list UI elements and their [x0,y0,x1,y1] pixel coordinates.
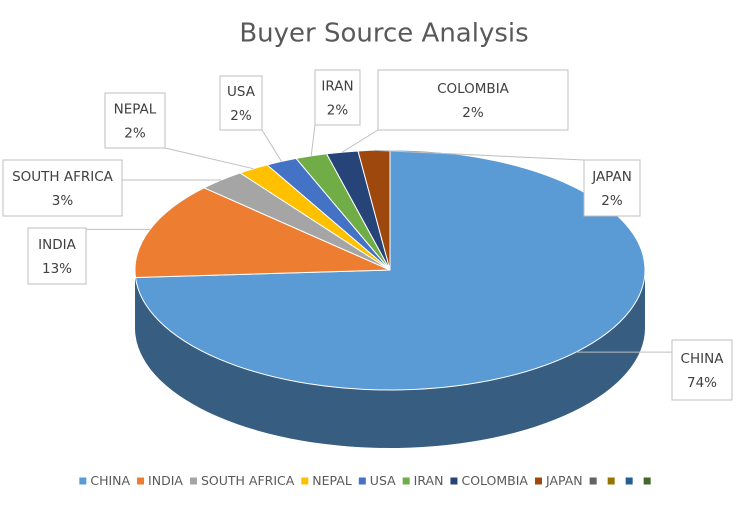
label-box [104,92,166,149]
data-label-value: 2% [462,105,484,121]
slice-side [135,270,136,336]
data-label-name: NEPAL [114,102,157,118]
legend-swatch [189,477,197,485]
legend-swatch [625,477,633,485]
chart-title: Buyer Source Analysis [239,19,528,49]
legend-swatch [402,477,410,485]
leader-line [373,149,585,161]
slice-sides [135,270,646,449]
slice-side [135,270,646,449]
legend-swatch [301,477,309,485]
label-box [219,75,263,131]
slice [357,149,391,271]
data-label-name: JAPAN [591,169,632,185]
data-label-name: COLOMBIA [437,81,510,97]
legend-swatch [534,477,542,485]
legend-label: IRAN [414,473,444,488]
data-label-value: 2% [327,103,349,119]
data-label-name: CHINA [681,351,725,367]
legend-label: SOUTH AFRICA [201,473,295,488]
legend-label: JAPAN [545,473,583,488]
leader-line [164,147,254,170]
data-label-value: 74% [687,375,717,391]
legend-label: CHINA [90,473,130,488]
legend-swatch [607,477,615,485]
label-box [671,339,733,401]
legend-swatch [589,477,597,485]
data-label-name: IRAN [321,79,353,95]
label-box [27,227,87,285]
leader-line [310,124,316,156]
label-box [377,69,569,131]
legend-swatch [358,477,366,485]
legend-swatch [137,477,145,485]
legend-swatch [643,477,651,485]
legend-label: NEPAL [312,473,352,488]
data-label-value: 13% [42,261,72,277]
legend-label: COLOMBIA [461,473,528,488]
label-box [583,159,641,217]
data-label-value: 2% [230,108,252,124]
legend-swatch [450,477,458,485]
leader-line [341,129,379,153]
legend: CHINA INDIA SOUTH AFRICA NEPAL USA IRAN COLOMB… [79,473,651,488]
legend-swatch [79,477,87,485]
data-label-name: SOUTH AFRICA [12,169,114,185]
legend-label: INDIA [148,473,183,488]
legend-label: USA [370,473,396,488]
data-label-value: 2% [601,193,623,209]
data-label-value: 3% [52,193,74,209]
data-label-name: USA [227,84,256,100]
label-box [314,69,361,126]
data-label-value: 2% [124,126,146,142]
data-label-name: INDIA [38,237,76,253]
leader-line [261,129,282,162]
label-box [2,159,123,217]
